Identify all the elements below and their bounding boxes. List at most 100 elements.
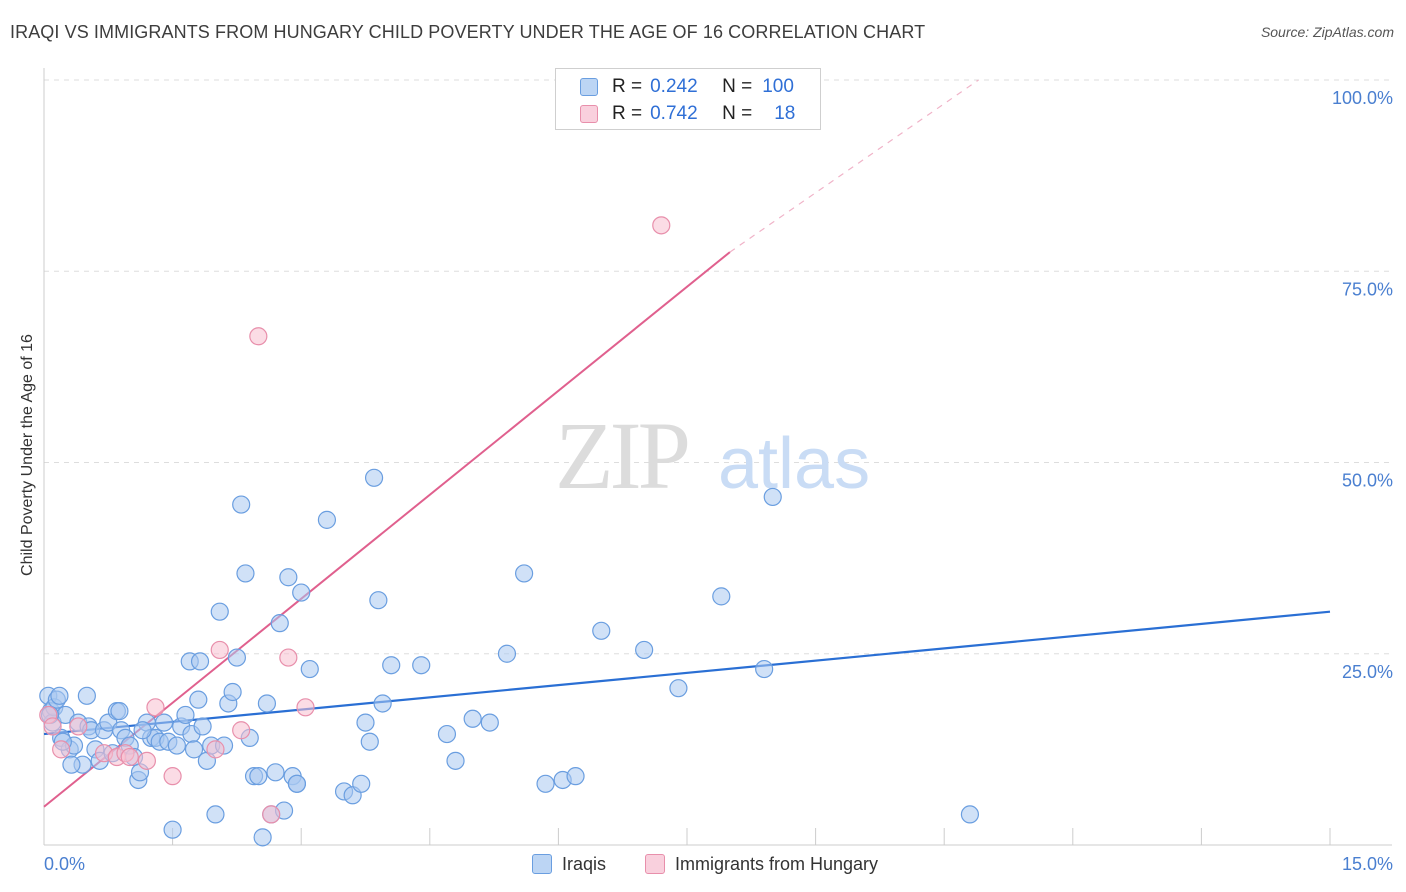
point-iraqis [292,583,311,602]
x-axis-ticks [43,828,1331,845]
y-tick-label: 100.0% [1332,88,1393,108]
point-iraqis [763,487,782,507]
x-tick-label-min: 0.0% [44,854,85,874]
trend-line-iraqis [43,610,1331,736]
point-iraqis [463,709,482,728]
point-hungary [120,747,139,767]
legend-n-value-hungary: 18 [774,103,796,124]
bottom-legend-swatch-iraqis [532,854,552,874]
point-iraqis [712,587,731,606]
legend-n-label: N = [722,103,753,124]
point-iraqis [236,564,255,583]
point-iraqis [287,774,307,793]
point-iraqis [364,468,384,487]
point-iraqis [163,820,182,839]
source-label: Source: ZipAtlas.com [1260,24,1394,40]
point-iraqis [133,721,152,740]
point-iraqis [189,690,208,709]
point-iraqis [176,705,195,725]
correlation-legend: R = 0.242 N = 100 R = 0.742 N = 18 [555,68,821,130]
point-iraqis [437,724,457,744]
point-iraqis [515,564,534,583]
point-hungary [146,698,165,717]
chart-title: IRAQI VS IMMIGRANTS FROM HUNGARY CHILD P… [10,22,926,42]
point-iraqis [279,568,298,587]
point-iraqis [382,656,401,675]
legend-r-label: R = [612,103,643,124]
point-iraqis [210,602,229,621]
point-iraqis [110,702,129,721]
y-axis-label: Child Poverty Under the Age of 16 [19,334,36,576]
x-tick-label-max: 15.0% [1342,854,1393,874]
point-iraqis [206,805,225,824]
trend-line-hungary-extension [729,79,979,253]
y-axis-tick-labels: 25.0% 50.0% 75.0% 100.0% [1332,88,1393,682]
point-hungary [206,740,225,759]
point-hungary [296,698,315,717]
bottom-legend-hungary: Immigrants from Hungary [645,852,878,876]
legend-n-label: N = [722,76,753,97]
point-iraqis [249,767,268,786]
legend-row-hungary: R = 0.742 N = 18 [580,102,795,126]
watermark-zip: ZIP [555,402,688,509]
legend-swatch-iraqis [580,78,598,96]
legend-n-value-iraqis: 100 [762,76,794,97]
point-iraqis [480,713,499,732]
point-hungary [249,327,268,346]
legend-row-iraqis: R = 0.242 N = 100 [580,75,794,99]
watermark-atlas: atlas [718,424,870,504]
point-iraqis [369,591,388,610]
point-iraqis [270,614,289,633]
point-iraqis [592,621,611,640]
legend-r-label: R = [612,76,643,97]
point-iraqis [50,686,69,705]
legend-r-value-iraqis: 0.242 [650,76,698,97]
point-iraqis [412,656,431,675]
point-hungary [69,717,88,736]
point-iraqis [190,652,210,671]
point-iraqis [446,751,465,770]
y-tick-label: 25.0% [1342,662,1393,682]
point-iraqis [193,717,212,736]
point-iraqis [669,679,688,698]
bottom-legend-swatch-hungary [645,854,665,874]
point-hungary [163,767,182,786]
point-iraqis [566,767,585,786]
point-iraqis [373,694,392,713]
watermark: ZIP atlas [555,402,870,509]
point-iraqis [223,682,242,702]
point-hungary [232,721,251,740]
point-hungary [210,640,229,660]
bottom-legend-iraqis: Iraqis [532,852,606,876]
point-iraqis [232,495,251,514]
point-iraqis [62,755,81,774]
point-iraqis [497,644,517,663]
point-iraqis [184,740,204,759]
y-tick-label: 50.0% [1342,471,1393,491]
gridlines [43,68,1392,846]
point-iraqis [360,732,379,751]
point-iraqis [257,694,277,713]
point-hungary [279,648,298,667]
point-iraqis [635,640,654,660]
point-iraqis [266,763,285,782]
y-tick-label: 75.0% [1342,279,1393,299]
legend-swatch-hungary [580,105,598,123]
point-iraqis [536,774,555,793]
point-iraqis [960,805,980,824]
point-iraqis [352,774,371,793]
bottom-legend-label-iraqis: Iraqis [562,853,607,874]
point-iraqis [227,648,246,667]
point-hungary [52,740,71,759]
point-iraqis [167,736,186,755]
point-iraqis [253,828,272,847]
point-hungary [652,216,671,235]
point-iraqis [77,686,96,705]
point-hungary [137,751,156,770]
point-iraqis [755,659,774,679]
point-iraqis [154,713,174,732]
legend-r-value-hungary: 0.742 [650,103,698,124]
point-iraqis [300,659,319,679]
point-hungary [43,717,62,736]
